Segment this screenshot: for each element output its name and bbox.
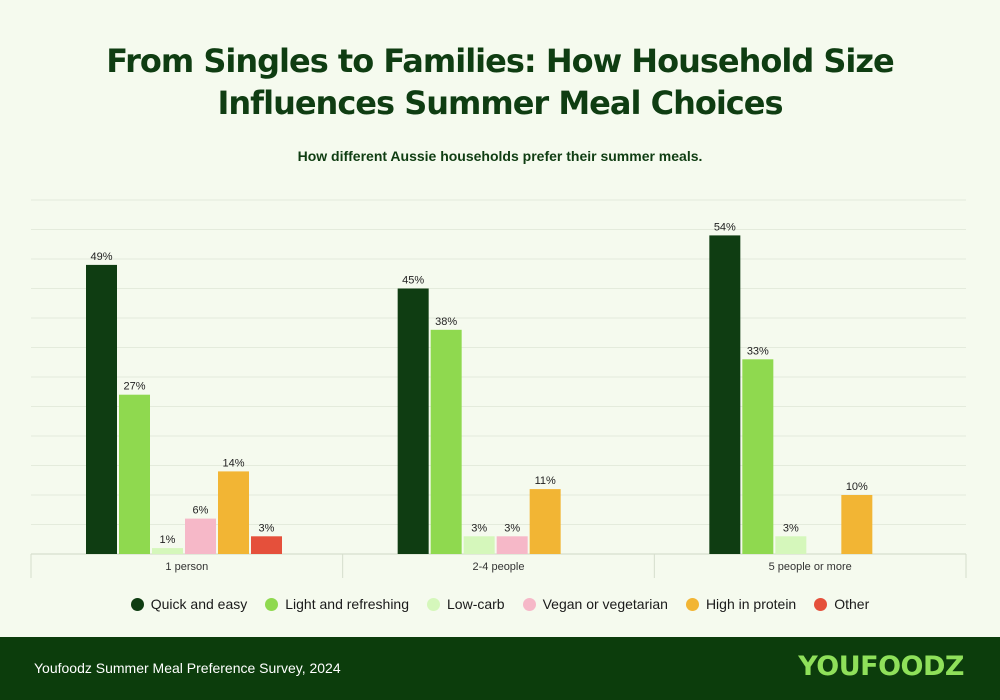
legend-label: Quick and easy: [150, 596, 248, 612]
legend-swatch: [427, 597, 441, 611]
bar: [463, 536, 495, 554]
data-label: 3%: [504, 522, 520, 534]
data-label: 14%: [222, 457, 244, 469]
legend-item: Light and refreshing: [265, 596, 409, 612]
footer-bar: Youfoodz Summer Meal Preference Survey, …: [0, 637, 1000, 700]
data-label: 1%: [160, 534, 176, 546]
legend-swatch: [814, 597, 828, 611]
chart-legend: Quick and easy Light and refreshing Low-ca…: [0, 596, 1000, 612]
x-tick-label: 5 people or more: [769, 561, 852, 573]
legend-swatch: [685, 597, 699, 611]
chart-title-line-2: Influences Summer Meal Choices: [217, 84, 783, 122]
brand-logo: YOUFOODZ: [798, 651, 964, 682]
data-label: 11%: [535, 475, 556, 487]
bar: [709, 235, 741, 554]
bar: [185, 518, 216, 554]
footer-source: Youfoodz Summer Meal Preference Survey, …: [34, 660, 341, 676]
bar: [218, 471, 249, 554]
data-label: 6%: [193, 505, 209, 517]
bar: [251, 536, 282, 554]
bar-chart: 1 person 49% 27% 1% 6% 14% 3% 2-4 people 45% 38% 3…: [30, 199, 967, 578]
legend-swatch: [265, 597, 279, 611]
legend-item: High in protein: [685, 596, 797, 612]
data-label: 3%: [471, 522, 487, 534]
x-tick-label: 1 person: [165, 561, 208, 573]
legend-item: Quick and easy: [130, 596, 248, 612]
data-label: 33%: [747, 345, 769, 357]
bar: [152, 548, 183, 554]
data-label: 10%: [846, 481, 868, 493]
bar: [119, 394, 150, 554]
bar: [742, 359, 774, 554]
legend-label: Low-carb: [447, 596, 505, 612]
x-tick-label: 2-4 people: [473, 561, 525, 573]
bar: [775, 536, 807, 554]
legend-swatch: [522, 597, 536, 611]
legend-item: Low-carb: [427, 596, 505, 612]
legend-label: Light and refreshing: [285, 596, 410, 612]
legend-swatch: [130, 597, 144, 611]
data-label: 3%: [783, 522, 799, 534]
bar: [841, 495, 873, 554]
data-label: 49%: [90, 251, 112, 263]
data-label: 3%: [259, 522, 275, 534]
data-label: 45%: [402, 275, 424, 287]
data-label: 27%: [123, 381, 145, 393]
bar: [529, 489, 561, 554]
chart-subtitle: How different Aussie households prefer t…: [297, 148, 703, 164]
legend-item: Other: [814, 596, 869, 612]
legend-label: Other: [834, 596, 870, 612]
data-label: 54%: [714, 221, 736, 233]
data-label: 38%: [435, 316, 457, 328]
bar: [397, 288, 429, 554]
bar: [86, 264, 117, 554]
bar: [496, 536, 528, 554]
legend-item: Vegan or vegetarian: [522, 596, 668, 612]
bar: [430, 329, 462, 554]
chart-title-line-1: From Singles to Families: How Household …: [106, 42, 894, 80]
chart-title: From Singles to Families: How Household …: [0, 40, 1000, 124]
legend-label: High in protein: [705, 596, 797, 612]
legend-label: Vegan or vegetarian: [542, 596, 668, 612]
